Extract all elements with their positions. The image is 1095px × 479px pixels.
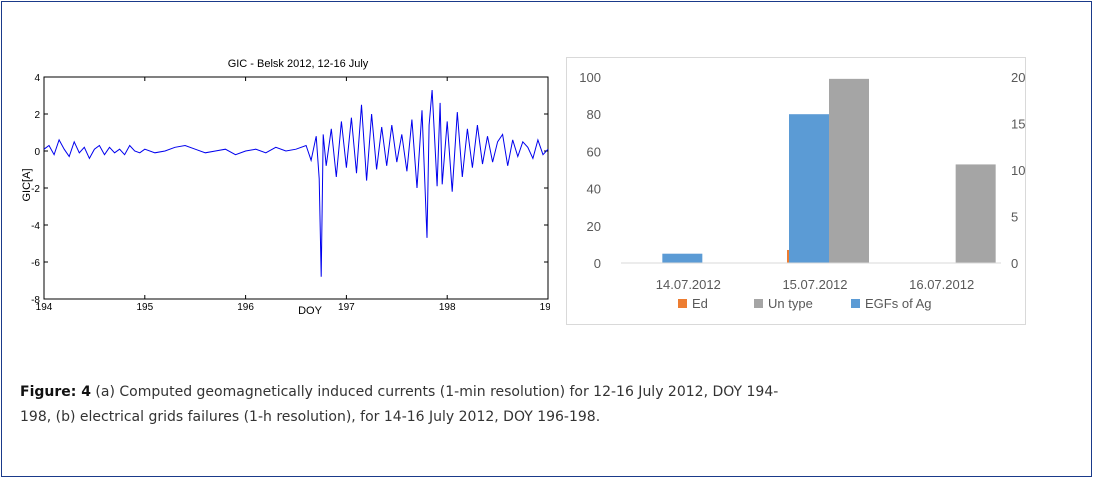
failures-bar-un-type	[955, 164, 996, 263]
gic-y-tick-label: -4	[31, 221, 40, 232]
gic-x-tick-label: 197	[338, 302, 355, 313]
gic-y-tick-label: -8	[31, 295, 40, 306]
failures-legend-label: Un type	[768, 296, 813, 311]
gic-x-tick-label: 195	[136, 302, 153, 313]
failures-legend-label: Ed	[692, 296, 708, 311]
failures-chart-border	[566, 57, 1026, 325]
failures-left-tick-label: 20	[587, 219, 601, 234]
caption-text-line2: 198, (b) electrical grids failures (1-h …	[20, 409, 601, 425]
failures-category-label: 14.07.2012	[656, 277, 721, 292]
gic-y-tick-label: 0	[34, 147, 40, 158]
gic-y-tick-label: 4	[34, 73, 40, 84]
failures-legend-swatch	[678, 299, 687, 308]
gic-x-tick-label: 199	[540, 302, 550, 313]
failures-legend-label: EGFs of Ag	[865, 296, 931, 311]
gic-y-tick-label: 2	[34, 110, 40, 121]
failures-left-tick-label: 40	[587, 182, 601, 197]
gic-x-tick-label: 196	[237, 302, 254, 313]
failures-legend-swatch	[851, 299, 860, 308]
gic-y-tick-label: -6	[31, 258, 40, 269]
gic-chart-title: GIC - Belsk 2012, 12-16 July	[228, 58, 369, 70]
caption-label: Figure: 4	[20, 384, 91, 400]
caption-text-line1: (a) Computed geomagnetically induced cur…	[90, 384, 779, 400]
failures-right-tick-label: 15	[1011, 117, 1025, 132]
failures-bar-un-type	[829, 78, 869, 263]
failures-left-tick-label: 80	[587, 107, 601, 122]
failures-right-tick-label: 0	[1011, 256, 1018, 271]
gic-x-tick-label: 198	[439, 302, 456, 313]
gic-x-axis-label: DOY	[298, 305, 323, 315]
gic-x-tick-label: 194	[36, 302, 53, 313]
gic-plot-frame	[43, 76, 549, 300]
failures-right-tick-label: 10	[1011, 163, 1025, 178]
figure-caption: Figure: 4 (a) Computed geomagnetically i…	[20, 380, 1070, 430]
gic-series-line	[43, 89, 549, 277]
failures-bar-chart: 0 20 40 60 80 100 0 5 10 15 20 14.07.2012 15.07.20…	[579, 70, 1025, 311]
failures-legend-swatch	[754, 299, 763, 308]
failures-right-tick-label: 20	[1011, 70, 1025, 85]
failures-bar-egfs-of-ag	[789, 114, 829, 263]
failures-category-label: 15.07.2012	[782, 277, 847, 292]
failures-bar-egfs-of-ag	[662, 253, 703, 263]
failures-left-tick-label: 100	[579, 70, 601, 85]
gic-line-chart: GIC - Belsk 2012, 12-16 July 4 2 0 -2 -4 -6 -8…	[21, 58, 550, 315]
failures-left-tick-label: 0	[594, 256, 601, 271]
failures-left-tick-label: 60	[587, 144, 601, 159]
failures-right-tick-label: 5	[1011, 210, 1018, 225]
gic-y-tick-label: -2	[31, 184, 40, 195]
gic-y-axis-label: GIC[A]	[21, 168, 33, 201]
failures-category-label: 16.07.2012	[909, 277, 974, 292]
